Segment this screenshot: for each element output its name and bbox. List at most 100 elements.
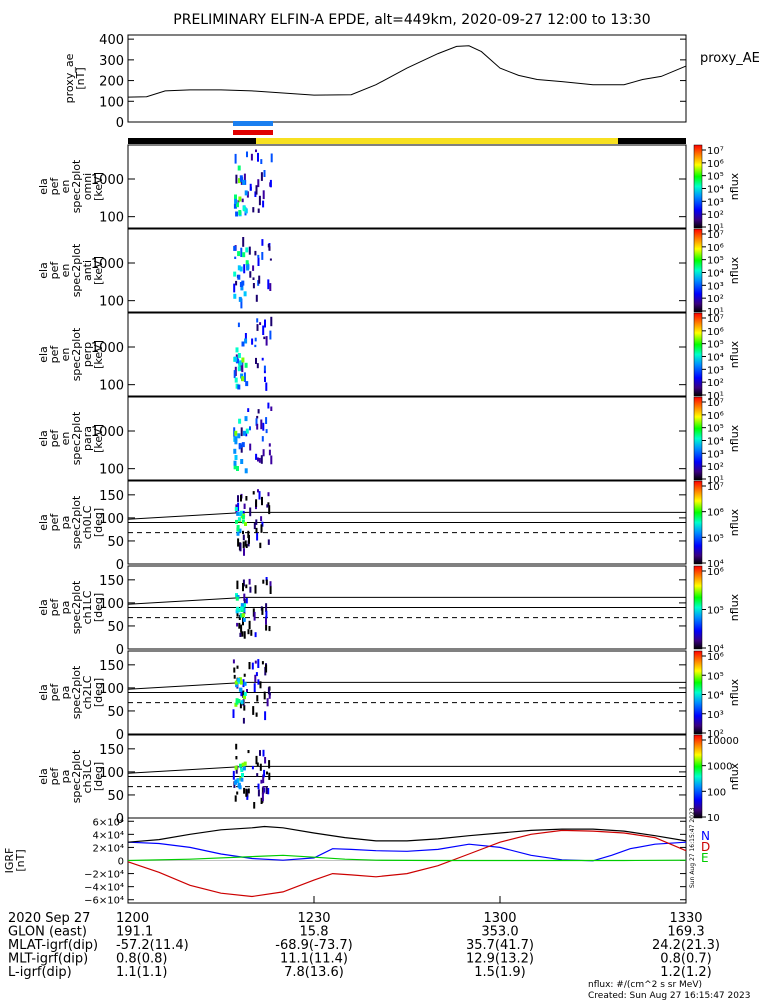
colorbar-tick-label: 10⁶ bbox=[707, 652, 724, 663]
heatmap-cell bbox=[255, 357, 257, 364]
panel-frame bbox=[127, 228, 687, 313]
heatmap-cell bbox=[243, 761, 247, 766]
ylabel-line: para bbox=[81, 426, 94, 451]
heatmap-cell bbox=[237, 353, 241, 358]
heatmap-cell bbox=[249, 443, 252, 451]
igrf-legend-n: N bbox=[701, 829, 710, 843]
igrf-legend-e: E bbox=[701, 851, 709, 865]
colorbar-tick-label: 10² bbox=[707, 378, 724, 389]
spec-ytick-label: 1000 bbox=[91, 341, 124, 356]
heatmap-cell bbox=[259, 322, 262, 325]
heatmap-cell bbox=[233, 293, 237, 299]
time-row-value: 0.8(0.7) bbox=[660, 952, 712, 967]
heatmap-cell bbox=[237, 502, 240, 512]
heatmap-cell bbox=[236, 358, 240, 364]
heatmap-cell bbox=[265, 577, 268, 581]
time-row-label: GLON (east) bbox=[8, 925, 87, 940]
colorbar-tick-label: 10⁶ bbox=[707, 508, 724, 519]
heatmap-cell bbox=[234, 702, 238, 707]
heatmap-cell bbox=[240, 459, 244, 464]
ylabel-line: ela bbox=[37, 262, 50, 279]
heatmap-cell bbox=[238, 528, 242, 533]
heatmap-cell bbox=[262, 774, 265, 784]
colorbar-tick-label: 10¹ bbox=[707, 475, 724, 486]
heatmap-cell bbox=[258, 275, 261, 284]
igrf-ytick-label: −4×10⁴ bbox=[84, 883, 124, 894]
ylabel-line: spec2plot bbox=[70, 665, 83, 719]
heatmap-cell bbox=[246, 264, 250, 270]
heatmap-cell bbox=[249, 183, 252, 191]
heatmap-cell bbox=[238, 443, 242, 449]
heatmap-cell bbox=[237, 782, 241, 787]
pa-ytick-label: 100 bbox=[99, 682, 124, 697]
heatmap-cell bbox=[236, 612, 239, 617]
heatmap-cell bbox=[268, 246, 271, 251]
ylabel-line: spec2plot bbox=[70, 495, 83, 549]
time-row-label: MLT-igrf(dip) bbox=[8, 952, 88, 967]
heatmap-cell bbox=[265, 429, 268, 434]
ae-ytick-label: 300 bbox=[99, 54, 124, 69]
heatmap-cell bbox=[244, 190, 248, 196]
heatmap-cell bbox=[237, 165, 241, 171]
igrf-ylabel: IGRF[nT] bbox=[3, 848, 27, 874]
heatmap-cell bbox=[240, 700, 244, 705]
heatmap-cell bbox=[255, 185, 258, 195]
heatmap-cell bbox=[257, 254, 260, 258]
ylabel-line: ch3LC bbox=[81, 759, 94, 793]
ylabel-line: pef bbox=[48, 598, 61, 617]
ylabel-line: pa bbox=[59, 601, 72, 615]
heatmap-cell bbox=[257, 257, 260, 266]
heatmap-cell bbox=[239, 175, 243, 181]
heatmap-cell bbox=[233, 460, 237, 466]
heatmap-cell bbox=[252, 491, 255, 495]
heatmap-cell bbox=[248, 535, 250, 544]
pa-ytick-label: 150 bbox=[99, 574, 124, 589]
heatmap-cell bbox=[236, 531, 240, 536]
heatmap-cell bbox=[241, 519, 245, 524]
panel-frame bbox=[127, 144, 687, 229]
heatmap-cell bbox=[262, 190, 265, 200]
heatmap-cell bbox=[237, 366, 241, 372]
heatmap-cell bbox=[245, 598, 248, 604]
heatmap-cell bbox=[270, 455, 273, 465]
heatmap-cell bbox=[266, 698, 269, 707]
heatmap-cell bbox=[264, 711, 267, 721]
heatmap-cell bbox=[257, 489, 259, 493]
heatmap-cell bbox=[236, 665, 239, 669]
heatmap-cell bbox=[242, 608, 246, 613]
heatmap-cell bbox=[269, 283, 272, 291]
heatmap-cell bbox=[241, 362, 244, 373]
heatmap-cell bbox=[244, 468, 248, 474]
ylabel-line: pef bbox=[48, 177, 61, 196]
heatmap-cell bbox=[260, 159, 263, 164]
heatmap-cell bbox=[245, 428, 249, 434]
colorbar-tick-label: 100 bbox=[707, 787, 726, 798]
ylabel-line: [keV] bbox=[92, 340, 105, 369]
heatmap-cell bbox=[254, 674, 257, 683]
heatmap-cell bbox=[241, 376, 245, 382]
ylabel-line: IGRF bbox=[3, 848, 16, 874]
heatmap-cell bbox=[240, 427, 243, 437]
colorbar-tick-label: 10⁶ bbox=[707, 243, 724, 254]
heatmap-cell bbox=[262, 749, 265, 757]
heatmap-cell bbox=[234, 430, 238, 436]
heatmap-cell bbox=[252, 207, 255, 213]
heatmap-cell bbox=[238, 296, 242, 302]
heatmap-cell bbox=[241, 515, 245, 520]
heatmap-cell bbox=[261, 521, 264, 527]
heatmap-cell bbox=[240, 444, 243, 453]
heatmap-cell bbox=[250, 629, 253, 636]
heatmap-cell bbox=[268, 694, 271, 699]
spec-ytick-label: 1000 bbox=[91, 425, 124, 440]
heatmap-cell bbox=[237, 608, 241, 613]
heatmap-cell bbox=[248, 246, 251, 255]
heatmap-cell bbox=[235, 383, 239, 389]
colorbar-tick-label: 10⁷ bbox=[707, 482, 724, 493]
heatmap-cell bbox=[268, 505, 271, 515]
colorbar bbox=[693, 480, 703, 565]
colorbar-tick-label: 10² bbox=[707, 210, 724, 221]
igrf-panel: −6×10⁴ −4×10⁴ −2×10⁴ 0 2×10⁴ 4×10⁴ 6×10⁴ IGRF[… bbox=[3, 807, 710, 907]
